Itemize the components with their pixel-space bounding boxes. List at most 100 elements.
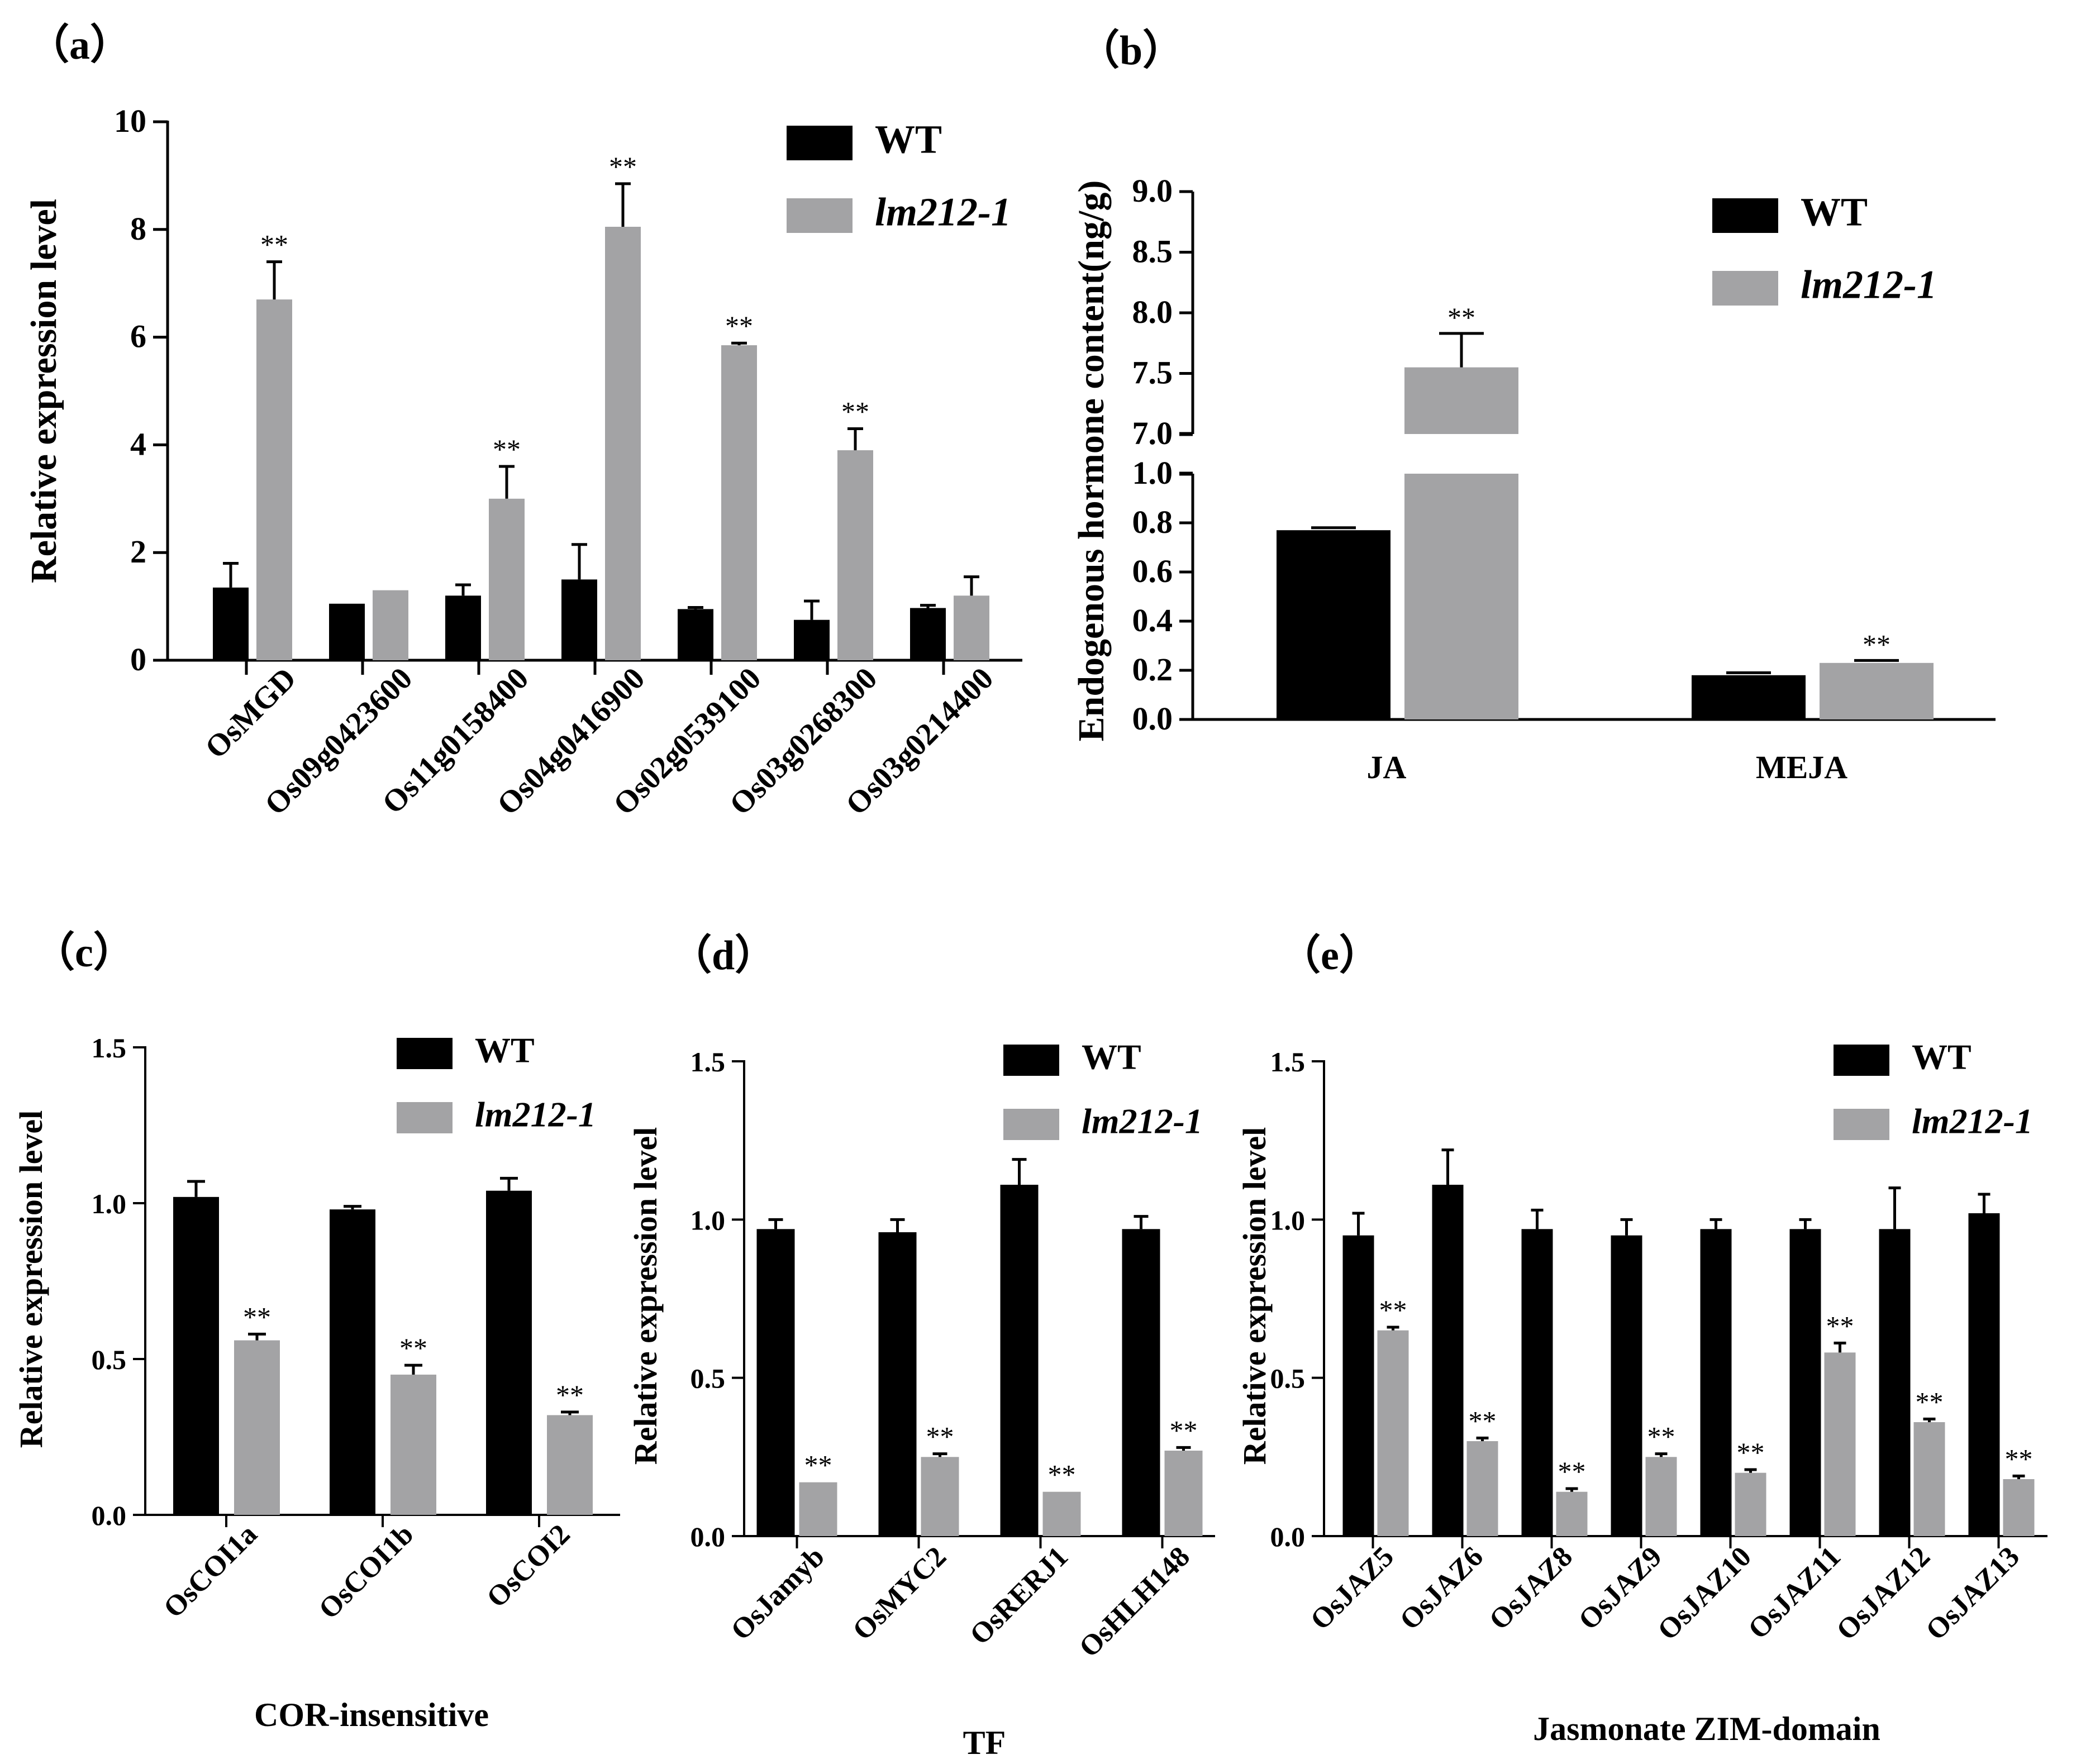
y-axis-label-d: Relative expression level <box>627 1127 664 1465</box>
legend-label-wt: WT <box>1912 1037 1972 1077</box>
y-tick-label-a: 8 <box>130 211 146 247</box>
y-tick-label-e: 1.5 <box>1270 1046 1306 1078</box>
legend-swatch-mutant <box>787 198 853 233</box>
y-axis-label-b: Endogenous hormone content(ng/g) <box>1071 180 1112 742</box>
category-label-d: OsHLH148 <box>1073 1541 1196 1663</box>
y-tick-label-b: 7.5 <box>1132 355 1173 391</box>
panel-label-e: （e） <box>1279 933 1380 979</box>
category-label-c: OsCOI2 <box>480 1518 576 1614</box>
bar-a-wt <box>213 587 249 660</box>
bar-e-mutant <box>2003 1479 2035 1536</box>
y-tick-label-c: 1.0 <box>92 1188 127 1219</box>
y-tick-label-b: 9.0 <box>1132 173 1173 209</box>
category-label-e: OsJAZ5 <box>1304 1541 1400 1636</box>
category-label-e: OsJAZ13 <box>1920 1541 2026 1646</box>
category-label-e: OsJAZ10 <box>1652 1541 1758 1646</box>
significance-label-e: ** <box>1826 1310 1854 1341</box>
legend-label-mutant: lm212-1 <box>475 1095 596 1134</box>
significance-label-d: ** <box>1048 1459 1076 1490</box>
legend-label-mutant: lm212-1 <box>1082 1102 1203 1141</box>
y-tick-label-b: 1.0 <box>1132 455 1173 491</box>
category-label-e: OsJAZ11 <box>1742 1541 1847 1645</box>
category-label-c: OsCOI1b <box>313 1518 420 1625</box>
significance-label-a: ** <box>260 229 288 260</box>
category-label-d: OsMYC2 <box>847 1541 953 1646</box>
significance-label-a: ** <box>725 310 753 341</box>
y-tick-label-d: 0.0 <box>691 1521 726 1552</box>
significance-label-e: ** <box>1379 1294 1407 1326</box>
bar-e-wt <box>1879 1229 1911 1536</box>
significance-label-c: ** <box>556 1379 584 1410</box>
y-tick-label-b: 0.2 <box>1132 651 1173 688</box>
y-tick-label-b: 0.0 <box>1132 700 1173 737</box>
legend-label-mutant: lm212-1 <box>1801 262 1937 307</box>
bar-a-wt <box>329 603 365 660</box>
category-label-e: OsJAZ12 <box>1831 1541 1936 1646</box>
significance-label-a: ** <box>841 395 869 427</box>
panel-label-d: （d） <box>670 933 776 979</box>
y-tick-label-e: 0.0 <box>1270 1521 1306 1552</box>
bar-a-mutant <box>605 226 641 661</box>
legend-swatch-wt <box>1712 198 1778 233</box>
x-axis-title-d: TF <box>963 1724 1006 1761</box>
legend-label-mutant: lm212-1 <box>1912 1102 2033 1141</box>
y-tick-label-c: 1.5 <box>92 1032 127 1064</box>
bar-b-mutant-upper <box>1404 367 1518 434</box>
bar-d-wt <box>756 1229 795 1536</box>
bar-a-mutant <box>489 498 525 660</box>
y-tick-label-a: 6 <box>130 318 146 355</box>
legend-label-wt: WT <box>875 117 942 161</box>
significance-label-e: ** <box>1558 1456 1586 1487</box>
legend-swatch-wt <box>397 1038 453 1069</box>
x-axis-title-c: COR-insensitive <box>254 1696 489 1733</box>
y-tick-label-b: 0.6 <box>1132 553 1173 589</box>
bar-b-wt <box>1277 530 1390 719</box>
y-tick-label-c: 0.5 <box>92 1344 127 1375</box>
bar-c-wt <box>173 1196 219 1515</box>
bar-e-wt <box>1611 1235 1642 1536</box>
bar-e-wt <box>1789 1229 1821 1536</box>
y-tick-label-b: 0.4 <box>1132 602 1173 638</box>
legend-label-wt: WT <box>475 1031 535 1070</box>
bar-a-mutant <box>373 590 408 660</box>
significance-label-a: ** <box>609 151 637 182</box>
significance-label-d: ** <box>926 1421 954 1452</box>
y-tick-label-c: 0.0 <box>92 1500 127 1531</box>
bar-e-mutant <box>1645 1457 1677 1536</box>
legend-swatch-mutant <box>1712 271 1778 306</box>
bar-e-wt <box>1968 1213 2000 1536</box>
bar-d-wt <box>878 1232 917 1536</box>
significance-label-c: ** <box>243 1301 271 1332</box>
significance-label-e: ** <box>1916 1386 1944 1417</box>
y-tick-label-e: 1.0 <box>1270 1204 1306 1236</box>
bar-d-mutant <box>921 1457 959 1536</box>
bar-b-mutant <box>1820 662 1934 719</box>
bar-a-wt <box>910 608 946 660</box>
category-label-e: OsJAZ8 <box>1483 1541 1579 1636</box>
significance-label-e: ** <box>1737 1437 1765 1468</box>
bar-e-mutant <box>1556 1491 1588 1536</box>
bar-a-mutant <box>256 299 292 660</box>
y-tick-label-b: 0.8 <box>1132 504 1173 540</box>
category-label-b: MEJA <box>1756 749 1847 785</box>
panel-label-a: （a） <box>28 22 131 68</box>
bar-e-mutant <box>1377 1330 1409 1536</box>
bar-a-wt <box>794 619 830 660</box>
bar-e-wt <box>1432 1185 1464 1536</box>
bar-a-wt <box>561 579 597 660</box>
y-tick-label-b: 7.0 <box>1132 415 1173 451</box>
significance-label-b: ** <box>1863 628 1890 660</box>
y-tick-label-b: 8.5 <box>1132 233 1173 270</box>
x-axis-title-e: Jasmonate ZIM-domain <box>1533 1710 1880 1747</box>
bar-c-mutant <box>547 1415 593 1515</box>
bar-a-mutant <box>837 450 873 660</box>
bar-e-mutant <box>1735 1472 1766 1536</box>
category-label-d: OsJamyb <box>725 1541 831 1646</box>
legend-swatch-wt <box>1003 1045 1059 1076</box>
y-tick-label-d: 1.0 <box>691 1204 726 1236</box>
significance-label-e: ** <box>1647 1421 1675 1452</box>
panel-label-c: （c） <box>34 930 135 976</box>
legend-label-wt: WT <box>1082 1037 1141 1077</box>
legend-swatch-mutant <box>397 1102 453 1133</box>
